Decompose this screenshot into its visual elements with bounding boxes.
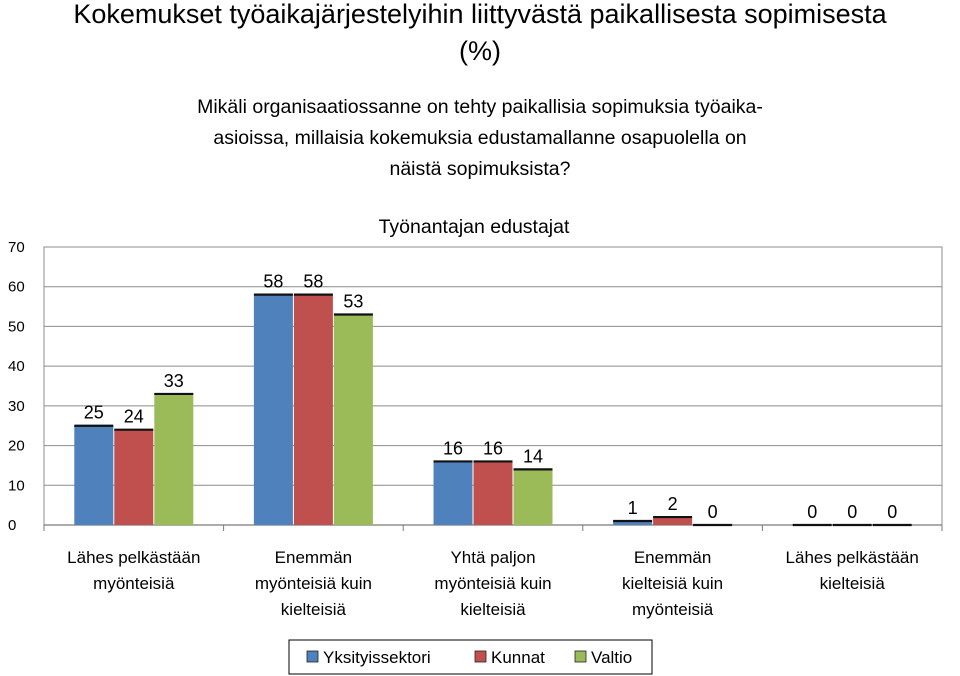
data-label: 25 xyxy=(84,403,104,423)
chart-title: Työnantajan edustajat xyxy=(379,216,570,238)
data-label: 58 xyxy=(263,272,283,292)
legend-swatch xyxy=(306,650,319,663)
data-label: 58 xyxy=(303,272,323,292)
category-label: Lähes pelkästään xyxy=(67,548,200,567)
bar xyxy=(473,461,513,525)
y-tick-label: 10 xyxy=(8,477,25,494)
data-label: 0 xyxy=(847,502,857,522)
y-tick-label: 70 xyxy=(8,239,25,256)
data-label: 14 xyxy=(523,446,543,466)
data-label: 33 xyxy=(164,371,184,391)
legend-box xyxy=(288,639,653,675)
legend-swatch xyxy=(474,650,487,663)
legend-label: Yksityissektori xyxy=(323,648,431,667)
bar xyxy=(333,314,373,525)
slide-title-line2: (%) xyxy=(459,36,501,66)
question-line1: Mikäli organisaatiossanne on tehty paika… xyxy=(197,96,763,118)
data-label: 16 xyxy=(443,438,463,458)
y-tick-label: 40 xyxy=(8,358,25,375)
category-label: myönteisiä xyxy=(93,574,175,593)
category-label: myönteisiä kuin xyxy=(434,574,551,593)
category-label: Lähes pelkästään xyxy=(786,548,919,567)
category-label: kielteisiä xyxy=(820,574,886,593)
data-label: 53 xyxy=(343,292,363,312)
category-label: Enemmän xyxy=(634,548,711,567)
category-label: kielteisiä xyxy=(460,600,526,619)
category-label: myönteisiä kuin xyxy=(255,574,372,593)
bar xyxy=(513,469,553,525)
category-label: kielteisiä kuin xyxy=(622,574,723,593)
slide-title: Kokemukset työaikajärjestelyihin liittyv… xyxy=(0,0,960,70)
x-axis: Lähes pelkästään myönteisiä Enemmän myöntei… xyxy=(67,548,919,619)
bar xyxy=(74,425,114,525)
y-axis: 0 10 20 30 40 50 60 70 xyxy=(8,239,25,534)
data-label: 0 xyxy=(807,502,817,522)
y-tick-label: 60 xyxy=(8,279,25,296)
data-label: 1 xyxy=(628,498,638,518)
category-label: Yhtä paljon xyxy=(450,548,535,567)
bar xyxy=(613,521,653,525)
question-line2: asioissa, millaisia kokemuksia edustamal… xyxy=(213,127,747,149)
legend-label: Kunnat xyxy=(491,648,545,667)
category-label: Enemmän xyxy=(275,548,352,567)
category-label: kielteisiä xyxy=(281,600,347,619)
bars xyxy=(74,293,912,527)
y-tick-label: 30 xyxy=(8,398,25,415)
y-tick-label: 0 xyxy=(8,517,16,534)
bar xyxy=(114,429,154,525)
data-label: 2 xyxy=(668,494,678,514)
bar xyxy=(253,294,293,525)
category-label: myönteisiä xyxy=(632,600,714,619)
data-label: 24 xyxy=(124,407,144,427)
question-line3: näistä sopimuksista? xyxy=(389,158,571,180)
data-label: 0 xyxy=(708,502,718,522)
y-tick-label: 50 xyxy=(8,318,25,335)
bar xyxy=(653,517,693,525)
y-tick-label: 20 xyxy=(8,438,25,455)
legend-swatch xyxy=(574,650,587,663)
legend-label: Valtio xyxy=(591,648,632,667)
legend: Yksityissektori Kunnat Valtio xyxy=(288,639,653,675)
slide-title-line1: Kokemukset työaikajärjestelyihin liittyv… xyxy=(73,0,887,29)
data-label: 16 xyxy=(483,438,503,458)
bar xyxy=(293,294,333,525)
data-label: 0 xyxy=(887,502,897,522)
bar xyxy=(433,461,473,525)
survey-question: Mikäli organisaatiossanne on tehty paika… xyxy=(100,92,860,185)
bar xyxy=(154,393,194,525)
